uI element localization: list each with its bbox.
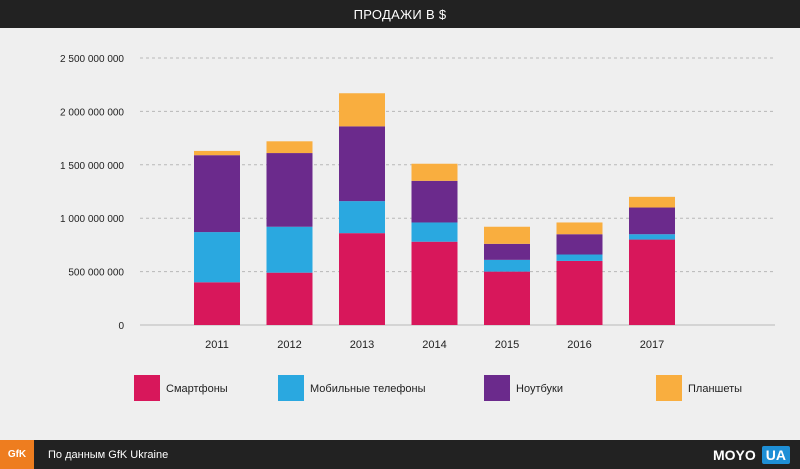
x-tick-label: 2012	[277, 339, 301, 351]
bar-segment	[556, 234, 603, 255]
y-tick-label: 500 000 000	[68, 268, 124, 279]
x-tick-label: 2014	[422, 339, 446, 351]
bar-segment	[484, 271, 530, 325]
moyo-logo-ua: UA	[761, 445, 790, 464]
source-note: По данным GfK Ukraine	[48, 448, 169, 461]
x-tick-label: 2016	[567, 339, 591, 351]
legend-label: Смартфоны	[166, 383, 228, 395]
bar-segment	[484, 243, 530, 260]
bar-segment	[556, 260, 603, 325]
bar-segment	[411, 163, 458, 181]
bar-segment	[339, 126, 385, 202]
x-tick-label: 2011	[205, 339, 229, 351]
gfk-logo-text: GfK	[7, 449, 27, 460]
footer: GfK По данным GfK Ukraine MOYO UA	[0, 440, 800, 469]
legend-label: Планшеты	[688, 383, 742, 395]
bar-segment	[484, 259, 530, 272]
bar-segment	[339, 93, 385, 127]
bar-segment	[194, 150, 240, 156]
legend-label: Мобильные телефоны	[310, 383, 426, 395]
bar-segment	[194, 282, 240, 325]
y-tick-label: 1 500 000 000	[60, 161, 124, 172]
bar-segment	[629, 196, 675, 208]
bar-segment	[629, 234, 675, 240]
bar-segment	[266, 141, 313, 154]
x-tick-label: 2013	[350, 339, 374, 351]
legend-label: Ноутбуки	[516, 383, 563, 395]
bar-segment	[629, 239, 675, 325]
bar-segment	[266, 226, 313, 273]
bar-segment	[339, 201, 385, 234]
x-tick-label: 2017	[640, 339, 664, 351]
bar-segment	[194, 155, 240, 233]
bar-segment	[194, 232, 240, 283]
legend-swatch	[484, 375, 510, 401]
moyo-logo: MOYO UA	[713, 444, 790, 465]
bar-segment	[411, 222, 458, 242]
gfk-logo: GfK	[0, 440, 34, 469]
y-tick-label: 2 000 000 000	[60, 107, 124, 118]
y-tick-label: 1 000 000 000	[60, 214, 124, 225]
y-axis: 0 500 000 000 1 000 000 000 1 500 000 000 2 …	[60, 54, 124, 332]
bar-segment	[266, 153, 313, 227]
bars	[194, 93, 675, 325]
moyo-logo-text: MOYO	[712, 446, 756, 463]
x-axis: 2011 2012 2013 2014 2015 2016 2017	[205, 339, 664, 351]
bar-segment	[484, 226, 530, 244]
legend-swatch	[656, 375, 682, 401]
bar-segment	[629, 207, 675, 235]
chart-title-bar: ПРОДАЖИ В $	[0, 0, 800, 28]
bar-segment	[411, 180, 458, 223]
legend-swatch	[134, 375, 160, 401]
bar-segment	[556, 254, 603, 261]
x-tick-label: 2015	[495, 339, 519, 351]
stacked-bar-chart: 0 500 000 000 1 000 000 000 1 500 000 000 2 …	[60, 54, 775, 401]
bar-segment	[339, 233, 385, 325]
bar-segment	[266, 272, 313, 325]
y-tick-label: 2 500 000 000	[60, 54, 124, 65]
legend-swatch	[278, 375, 304, 401]
y-tick-label: 0	[118, 321, 124, 332]
bar-segment	[556, 222, 603, 235]
legend: Смартфоны Мобильные телефоны Ноутбуки Планш…	[134, 375, 742, 401]
bar-segment	[411, 241, 458, 325]
chart-title: ПРОДАЖИ В $	[353, 6, 447, 22]
